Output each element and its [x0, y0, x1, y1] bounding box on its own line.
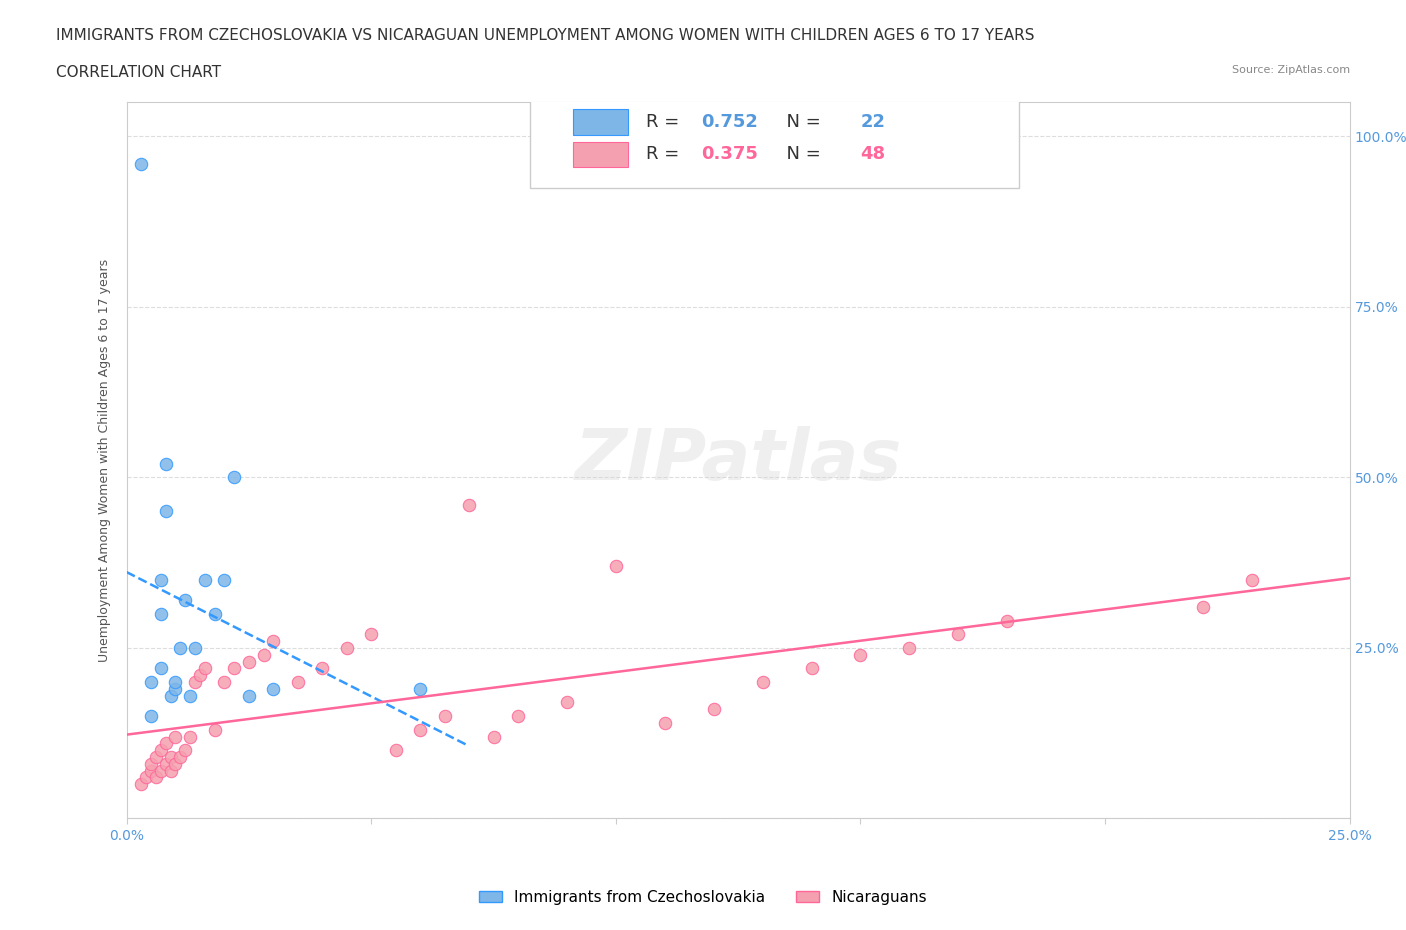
Point [129, 777, 152, 791]
Point [482, 729, 505, 744]
Point [149, 764, 172, 778]
Point [159, 688, 181, 703]
Point [849, 647, 872, 662]
Point [139, 756, 162, 771]
FancyBboxPatch shape [574, 141, 628, 166]
Text: IMMIGRANTS FROM CZECHOSLOVAKIA VS NICARAGUAN UNEMPLOYMENT AMONG WOMEN WITH CHILD: IMMIGRANTS FROM CZECHOSLOVAKIA VS NICARA… [56, 28, 1035, 43]
Text: R =: R = [647, 113, 685, 130]
Point [159, 750, 181, 764]
Point [179, 688, 201, 703]
Point [409, 682, 432, 697]
Point [262, 633, 284, 648]
Point [194, 661, 217, 676]
Point [506, 709, 529, 724]
Point [1240, 572, 1263, 587]
Point [129, 156, 152, 171]
Point [165, 682, 187, 697]
Point [149, 606, 172, 621]
Point [145, 750, 167, 764]
Text: ZIPatlas: ZIPatlas [575, 426, 901, 495]
Point [159, 764, 181, 778]
Point [262, 682, 284, 697]
Point [800, 661, 823, 676]
Point [155, 457, 177, 472]
Point [238, 688, 260, 703]
Point [139, 764, 162, 778]
Point [174, 743, 197, 758]
Point [654, 715, 676, 730]
Point [1192, 600, 1215, 615]
FancyBboxPatch shape [574, 110, 628, 135]
Point [995, 613, 1018, 628]
Point [179, 729, 201, 744]
Point [135, 770, 157, 785]
Text: CORRELATION CHART: CORRELATION CHART [56, 65, 221, 80]
Text: N =: N = [775, 113, 827, 130]
Point [555, 695, 578, 710]
Point [165, 729, 187, 744]
Point [311, 661, 333, 676]
Point [214, 572, 236, 587]
Point [336, 641, 359, 656]
Point [252, 647, 274, 662]
Point [184, 674, 207, 689]
Point [155, 756, 177, 771]
Point [224, 661, 246, 676]
Text: R =: R = [647, 145, 685, 163]
Point [204, 723, 226, 737]
Point [165, 756, 187, 771]
Point [155, 504, 177, 519]
Point [238, 654, 260, 669]
Point [169, 750, 191, 764]
Point [204, 606, 226, 621]
Point [149, 743, 172, 758]
Point [409, 723, 432, 737]
Point [188, 668, 211, 683]
Text: N =: N = [775, 145, 827, 163]
Point [169, 641, 191, 656]
Y-axis label: Unemployment Among Women with Children Ages 6 to 17 years: Unemployment Among Women with Children A… [97, 259, 111, 662]
Text: Source: ZipAtlas.com: Source: ZipAtlas.com [1232, 65, 1350, 75]
Point [165, 674, 187, 689]
Point [139, 674, 162, 689]
Point [458, 498, 481, 512]
Point [287, 674, 309, 689]
Point [194, 572, 217, 587]
Text: 48: 48 [860, 145, 886, 163]
Point [139, 709, 162, 724]
Point [214, 674, 236, 689]
Point [703, 702, 725, 717]
Text: 0.752: 0.752 [702, 113, 758, 130]
Point [751, 674, 773, 689]
Text: 22: 22 [860, 113, 886, 130]
Text: 0.375: 0.375 [702, 145, 758, 163]
Point [149, 572, 172, 587]
Point [174, 592, 197, 607]
Legend: Immigrants from Czechoslovakia, Nicaraguans: Immigrants from Czechoslovakia, Nicaragu… [472, 884, 934, 911]
Point [149, 661, 172, 676]
Point [948, 627, 970, 642]
Point [898, 641, 921, 656]
Point [384, 743, 406, 758]
Point [145, 770, 167, 785]
FancyBboxPatch shape [530, 95, 1019, 188]
Point [360, 627, 382, 642]
Point [155, 736, 177, 751]
Point [224, 470, 246, 485]
Point [433, 709, 456, 724]
Point [184, 641, 207, 656]
Point [605, 559, 627, 574]
